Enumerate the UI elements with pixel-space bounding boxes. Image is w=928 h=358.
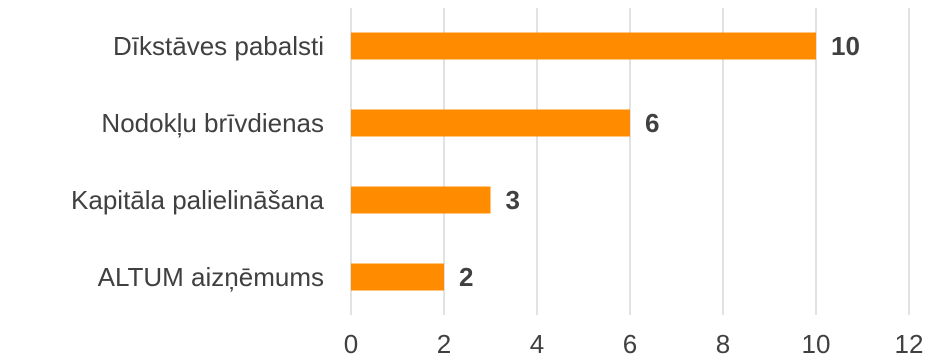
bar bbox=[351, 186, 491, 214]
x-axis-tick-labels: 0 2 4 6 8 10 12 bbox=[344, 329, 924, 358]
category-label: Nodokļu brīvdienas bbox=[101, 108, 324, 138]
bars bbox=[351, 32, 816, 291]
bar bbox=[351, 32, 816, 60]
category-labels: Dīkstāves pabalsti Nodokļu brīvdienas Kapi… bbox=[71, 31, 325, 292]
data-label: 6 bbox=[645, 108, 659, 138]
x-tick-label: 10 bbox=[802, 329, 831, 358]
category-label: ALTUM aizņēmums bbox=[98, 262, 324, 292]
category-label: Dīkstāves pabalsti bbox=[113, 31, 324, 61]
data-label: 10 bbox=[831, 31, 860, 61]
bar bbox=[351, 109, 630, 137]
x-tick-label: 8 bbox=[716, 329, 730, 358]
bar bbox=[351, 263, 444, 291]
data-label: 3 bbox=[506, 185, 520, 215]
data-label: 2 bbox=[459, 262, 473, 292]
x-tick-label: 4 bbox=[530, 329, 544, 358]
x-tick-label: 2 bbox=[437, 329, 451, 358]
data-labels: 10 6 3 2 bbox=[459, 31, 860, 292]
x-tick-label: 6 bbox=[623, 329, 637, 358]
x-tick-label: 12 bbox=[895, 329, 924, 358]
x-tick-label: 0 bbox=[344, 329, 358, 358]
category-label: Kapitāla palielināšana bbox=[71, 185, 325, 215]
